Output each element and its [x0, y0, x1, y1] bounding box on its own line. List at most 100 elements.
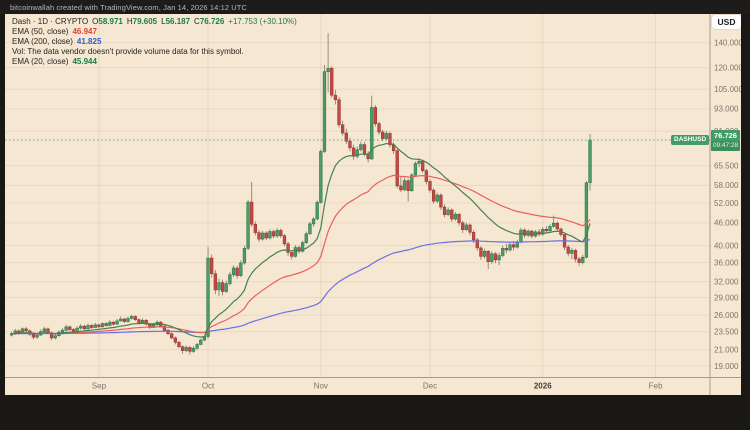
price-axis-label[interactable]: 29.000: [714, 293, 739, 302]
candle-down: [297, 247, 301, 252]
ohlc-token-c: C76.726: [194, 17, 225, 26]
candle-up: [322, 71, 327, 152]
candle-up: [191, 347, 196, 352]
candle-up: [311, 218, 316, 225]
candle-down: [68, 326, 72, 330]
candle-down: [337, 99, 341, 126]
price-axis-label[interactable]: 52.000: [714, 199, 739, 208]
candle-down: [461, 222, 465, 230]
candle-up: [42, 328, 46, 332]
price-axis-label[interactable]: 32.000: [714, 277, 739, 286]
candle-down: [97, 324, 101, 328]
candle-up: [224, 283, 228, 292]
candle-up: [588, 139, 592, 183]
price-axis-label[interactable]: 105.000: [714, 85, 741, 94]
candle-down: [573, 250, 578, 260]
candle-down: [555, 222, 559, 230]
candle-up: [464, 224, 469, 230]
price-axis-label[interactable]: 46.000: [714, 219, 739, 228]
candle-down: [428, 181, 432, 191]
price-axis-label[interactable]: 21.000: [714, 346, 739, 355]
candle-down: [362, 144, 367, 155]
candle-down: [162, 325, 167, 331]
time-axis-label[interactable]: Dec: [423, 382, 437, 391]
candle-down: [377, 123, 381, 133]
price-axis-label[interactable]: 140.000: [714, 38, 741, 47]
last-price-value: 76.726: [711, 129, 740, 141]
candle-up: [115, 320, 119, 325]
candle-up: [217, 282, 221, 291]
candle-down: [71, 329, 76, 332]
time-axis-label[interactable]: Oct: [202, 382, 215, 391]
candle-up: [199, 339, 203, 345]
ohlc-token-o: O58.971: [92, 17, 123, 26]
candle-up: [130, 316, 134, 319]
time-axis-label[interactable]: Nov: [314, 382, 328, 391]
indicator-label: EMA (50, close): [12, 27, 69, 36]
candle-down: [341, 124, 345, 134]
candle-down: [122, 318, 127, 322]
candle-up: [435, 194, 439, 202]
candle-down: [180, 346, 185, 351]
candle-up: [260, 232, 265, 240]
candle-up: [417, 160, 421, 164]
time-axis-label[interactable]: Sep: [92, 382, 107, 391]
candle-down: [210, 257, 214, 274]
candle-up: [60, 329, 65, 333]
candle-up: [552, 222, 556, 227]
price-axis-label[interactable]: 93.000: [714, 105, 739, 114]
candle-up: [308, 223, 312, 235]
candle-up: [482, 250, 487, 257]
candle-up: [119, 318, 123, 322]
candle-down: [406, 180, 410, 192]
candle-down: [381, 131, 385, 139]
indicator-label: Vol: The data vendor doesn't provide vol…: [12, 47, 244, 56]
candle-down: [351, 147, 356, 157]
ema-20-line: [11, 143, 591, 338]
price-axis-label[interactable]: 58.000: [714, 181, 739, 190]
candle-up: [402, 180, 407, 191]
currency-toggle-button[interactable]: USD: [712, 15, 741, 29]
candle-down: [421, 160, 425, 171]
candle-down: [257, 232, 261, 240]
price-axis-label[interactable]: 26.000: [714, 311, 739, 320]
legend-indicator-row[interactable]: EMA (50, close) 46.947: [12, 27, 301, 37]
candle-down: [475, 239, 479, 249]
price-axis-label[interactable]: 19.000: [714, 362, 739, 371]
attribution-bar: bitcoinwallah created with TradingView.c…: [0, 0, 750, 14]
indicator-value: 46.947: [72, 27, 97, 36]
candle-up: [497, 255, 501, 261]
candle-down: [290, 252, 294, 257]
price-axis-label[interactable]: 120.000: [714, 63, 741, 72]
candle-up: [231, 267, 236, 275]
price-axis-label[interactable]: 23.500: [714, 327, 739, 336]
candle-up: [126, 318, 130, 322]
price-axis-label[interactable]: 65.500: [714, 161, 739, 170]
candle-up: [413, 163, 418, 176]
candle-down: [264, 232, 268, 239]
candle-down: [471, 231, 476, 241]
candle-up: [519, 229, 523, 243]
candle-down: [137, 319, 141, 324]
candle-up: [490, 253, 494, 262]
candle-up: [195, 344, 199, 349]
candle-down: [373, 107, 378, 124]
candle-down: [133, 316, 137, 320]
chart-canvas[interactable]: 140.000120.000105.00093.00081.00065.5005…: [5, 14, 741, 395]
last-price-badge: 76.726 09:47:28: [711, 129, 740, 151]
candle-down: [399, 185, 403, 191]
price-axis-label[interactable]: 40.000: [714, 241, 739, 250]
time-axis-label[interactable]: Feb: [649, 382, 663, 391]
indicator-label: EMA (20, close): [12, 57, 69, 66]
candle-up: [326, 67, 330, 73]
legend-indicator-row[interactable]: Vol: The data vendor doesn't provide vol…: [12, 47, 301, 57]
legend-symbol-row[interactable]: Dash · 1D · CRYPTO O58.971 H79.605 L56.187 C…: [12, 17, 301, 27]
time-axis-label[interactable]: 2026: [534, 382, 552, 391]
price-axis-label[interactable]: 36.000: [714, 258, 739, 267]
legend-indicator-row[interactable]: EMA (20, close) 45.944: [12, 57, 301, 67]
candle-down: [286, 243, 290, 253]
candle-down: [82, 325, 87, 330]
candle-up: [359, 144, 363, 150]
legend-indicator-row[interactable]: EMA (200, close) 41.825: [12, 37, 301, 47]
candle-down: [333, 94, 338, 101]
